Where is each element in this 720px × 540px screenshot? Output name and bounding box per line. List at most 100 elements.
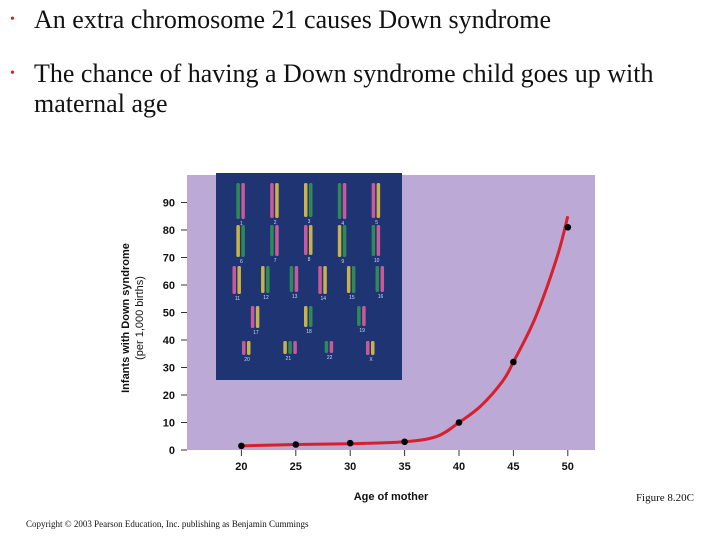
chromosome-shape: [242, 341, 246, 355]
chromosome-shape: [241, 183, 245, 219]
x-tick-label: 40: [453, 461, 465, 473]
chromosome-shape: [255, 306, 260, 328]
y-axis-label: Infants with Down syndrome: [120, 243, 132, 393]
x-tick-label: 30: [344, 461, 356, 473]
chromosome-label: 9: [341, 259, 344, 265]
chromosome-shape: [288, 341, 292, 354]
chromosome-shape: [371, 225, 376, 256]
chromosome-shape: [232, 266, 236, 294]
x-tick-label: 20: [235, 461, 247, 473]
chromosome-label: 5: [375, 220, 378, 226]
bullet-text: The chance of having a Down syndrome chi…: [34, 59, 654, 118]
chromosome-shape: [324, 341, 329, 353]
chromosome-label: 11: [235, 296, 240, 302]
chromosome-label: 18: [306, 329, 312, 335]
chromosome-shape: [342, 183, 347, 219]
figure-caption: Figure 8.20C: [635, 492, 694, 504]
chromosome-label: 7: [274, 258, 277, 264]
chromosome-shape: [309, 183, 313, 217]
y-tick-label: 80: [163, 225, 175, 237]
chromosome-shape: [261, 266, 265, 293]
y-tick-label: 70: [163, 253, 175, 265]
chromosome-label: 15: [349, 295, 355, 301]
chromosome-shape: [380, 266, 385, 292]
y-tick-label: 50: [163, 308, 175, 320]
chromosome-shape: [304, 183, 308, 217]
chromosome-label: 2: [274, 220, 277, 226]
chromosome-shape: [289, 266, 294, 292]
chromosome-shape: [294, 266, 299, 292]
chromosome-shape: [346, 266, 351, 293]
data-points: [238, 223, 572, 450]
bullet-marker: •: [10, 12, 15, 27]
chromosome-shape: [293, 341, 297, 354]
chromosome-shape: [371, 341, 375, 355]
chromosome-shape: [357, 306, 361, 326]
data-point: [346, 439, 354, 447]
chromosome-shape: [309, 306, 313, 327]
data-point: [292, 441, 300, 448]
chromosome-shape: [266, 266, 270, 293]
chromosome-shape: [376, 225, 381, 256]
chromosome-shape: [241, 225, 245, 257]
chromosome-shape: [371, 183, 376, 218]
copyright-notice: Copyright © 2003 Pearson Education, Inc.…: [26, 519, 309, 529]
chromosome-label: 8: [308, 257, 311, 263]
chromosome-shape: [270, 183, 274, 218]
chromosome-shape: [375, 266, 380, 292]
chromosome-shape: [275, 225, 279, 256]
chromosome-label: 6: [240, 259, 243, 265]
chromosome-shape: [318, 266, 322, 294]
chromosome-label: 3: [308, 219, 311, 225]
chromosome-shape: [342, 225, 347, 257]
chromosome-label: 12: [263, 295, 269, 301]
bullet-marker: •: [10, 66, 15, 81]
chromosome-label: 21: [286, 356, 292, 362]
data-point: [455, 419, 463, 426]
x-tick-label: 45: [507, 461, 519, 473]
chromosome-label: X: [369, 357, 373, 363]
chromosome-shape: [362, 306, 366, 326]
chromosome-label: 13: [292, 294, 298, 300]
x-axis: 20 25 30 35 40 45 50: [235, 450, 574, 473]
bullet-text: An extra chromosome 21 causes Down syndr…: [34, 5, 551, 34]
chromosome-label: 1: [240, 221, 243, 227]
chromosome-shape: [283, 341, 287, 354]
y-tick-label: 20: [163, 390, 175, 402]
series-line: [241, 215, 570, 448]
chromosome-shape: [275, 183, 279, 218]
y-tick-label: 10: [163, 418, 175, 430]
chromosome-shape: [376, 183, 381, 218]
chromosome-shape: [351, 266, 356, 293]
chromosome-shape: [337, 183, 342, 219]
x-tick-label: 50: [562, 461, 574, 473]
y-tick-label: 60: [163, 280, 175, 292]
data-point: [238, 442, 245, 450]
chromosome-label: 16: [378, 294, 384, 300]
chromosome-label: 14: [321, 296, 327, 302]
chromosome-shape: [236, 183, 240, 219]
chromosome-label: 22: [327, 355, 333, 361]
data-point: [564, 223, 572, 231]
chromosome-shape: [329, 341, 334, 353]
chromosome-shape: [247, 341, 251, 355]
data-point: [401, 438, 408, 446]
chromosome-shape: [337, 225, 342, 257]
chromosome-shape: [270, 225, 274, 256]
y-tick-label: 30: [163, 363, 175, 375]
y-tick-label: 90: [163, 198, 175, 210]
x-tick-label: 35: [398, 461, 410, 473]
chromosome-shape: [323, 266, 327, 294]
chromosome-shape: [237, 266, 241, 294]
y-tick-label: 0: [169, 445, 175, 457]
chromosome-shape: [304, 225, 308, 255]
chromosome-label: 19: [359, 328, 365, 334]
x-axis-label: Age of mother: [354, 491, 429, 503]
chromosome-shape: [304, 306, 308, 327]
y-axis-sublabel: (per 1,000 births): [134, 276, 146, 360]
data-point: [510, 358, 517, 366]
chromosome-label: 4: [341, 221, 344, 227]
y-tick-label: 40: [163, 335, 175, 347]
